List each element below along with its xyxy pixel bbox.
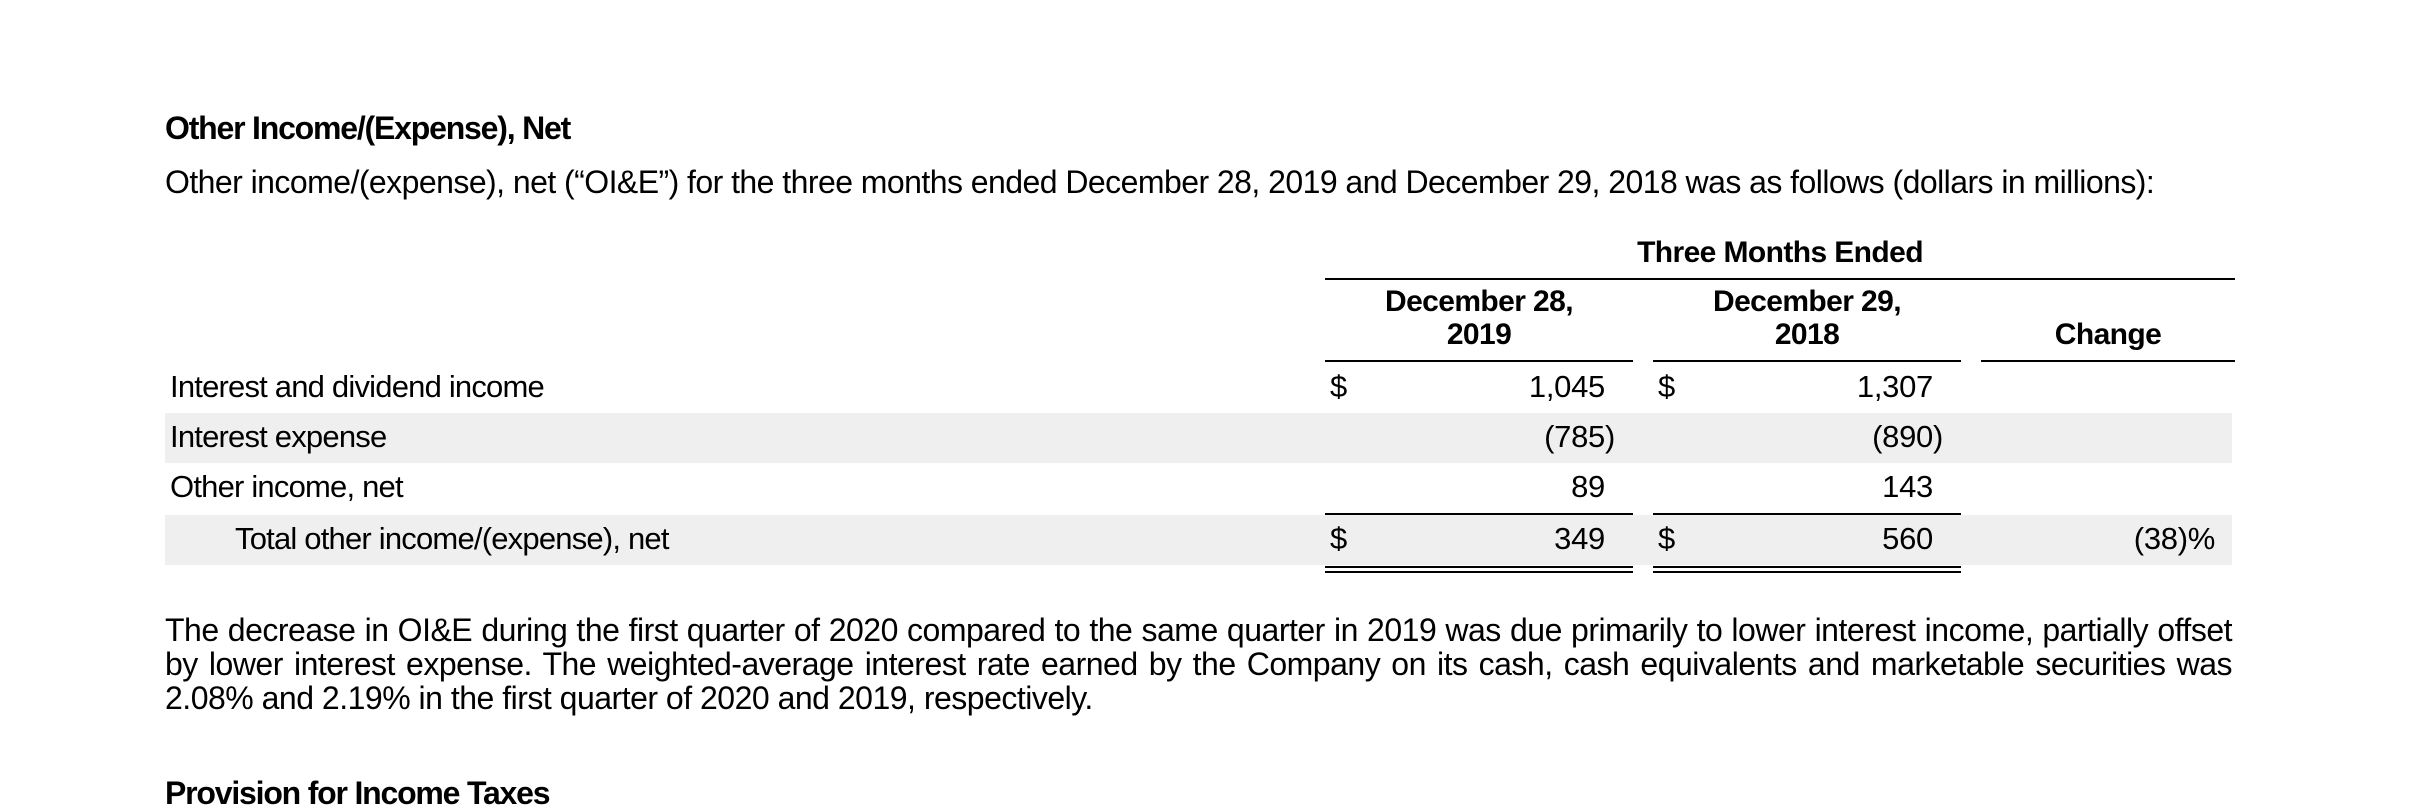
col-2018-header: December 29, 2018	[1653, 285, 1961, 351]
group-header: Three Months Ended	[1637, 236, 1923, 269]
total-double-rule-2019-b	[1325, 571, 1633, 573]
table-row-total: Total other income/(expense), net $ 349 …	[165, 515, 2232, 565]
group-header-rule	[1325, 278, 2235, 280]
value-change: (38)%	[2133, 521, 2216, 556]
subtotal-rule-2019	[1325, 513, 1633, 515]
currency-symbol: $	[1330, 521, 1348, 556]
value-2018: 560	[1882, 521, 1933, 556]
body-line-1: The decrease in OI&E during the first qu…	[165, 612, 2233, 648]
row-label: Interest expense	[170, 419, 387, 454]
row-label: Other income, net	[170, 469, 404, 504]
col-2019-rule	[1325, 360, 1633, 362]
section-heading-taxes: Provision for Income Taxes	[165, 775, 551, 811]
intro-paragraph: Other income/(expense), net (“OI&E”) for…	[165, 164, 2155, 200]
total-double-rule-2018-b	[1653, 571, 1961, 573]
col-2019-header-line2: 2019	[1446, 318, 1512, 351]
body-line-3: 2.08% and 2.19% in the first quarter of …	[165, 680, 1093, 716]
row-label: Interest and dividend income	[170, 369, 545, 404]
section-heading-oie: Other Income/(Expense), Net	[165, 110, 571, 146]
value-2019: 349	[1554, 521, 1605, 556]
body-line-2: by lower interest expense. The weighted-…	[165, 646, 2233, 682]
table-row: Interest and dividend income $ 1,045 $ 1…	[165, 363, 2232, 413]
value-2018: 1,307	[1856, 369, 1933, 404]
total-double-rule-2019-a	[1325, 566, 1633, 568]
col-2018-header-line1: December 29,	[1713, 285, 1902, 318]
value-2019: 89	[1571, 469, 1605, 504]
currency-symbol: $	[1658, 521, 1676, 556]
currency-symbol: $	[1330, 369, 1348, 404]
row-label: Total other income/(expense), net	[235, 521, 669, 556]
total-double-rule-2018-a	[1653, 566, 1961, 568]
col-change-header: Change	[2054, 318, 2162, 351]
currency-symbol: $	[1658, 369, 1676, 404]
col-change-rule	[1981, 360, 2235, 362]
col-2019-header: December 28, 2019	[1325, 285, 1633, 351]
table-row: Interest expense (785) (890)	[165, 413, 2232, 463]
value-2019: 1,045	[1528, 369, 1605, 404]
col-2019-header-line1: December 28,	[1385, 285, 1574, 318]
col-2018-header-line2: 2018	[1774, 318, 1840, 351]
table-row: Other income, net 89 143	[165, 463, 2232, 513]
col-2018-rule	[1653, 360, 1961, 362]
value-2019: (785)	[1544, 419, 1615, 454]
value-2018: 143	[1882, 469, 1933, 504]
value-2018: (890)	[1872, 419, 1943, 454]
subtotal-rule-2018	[1653, 513, 1961, 515]
